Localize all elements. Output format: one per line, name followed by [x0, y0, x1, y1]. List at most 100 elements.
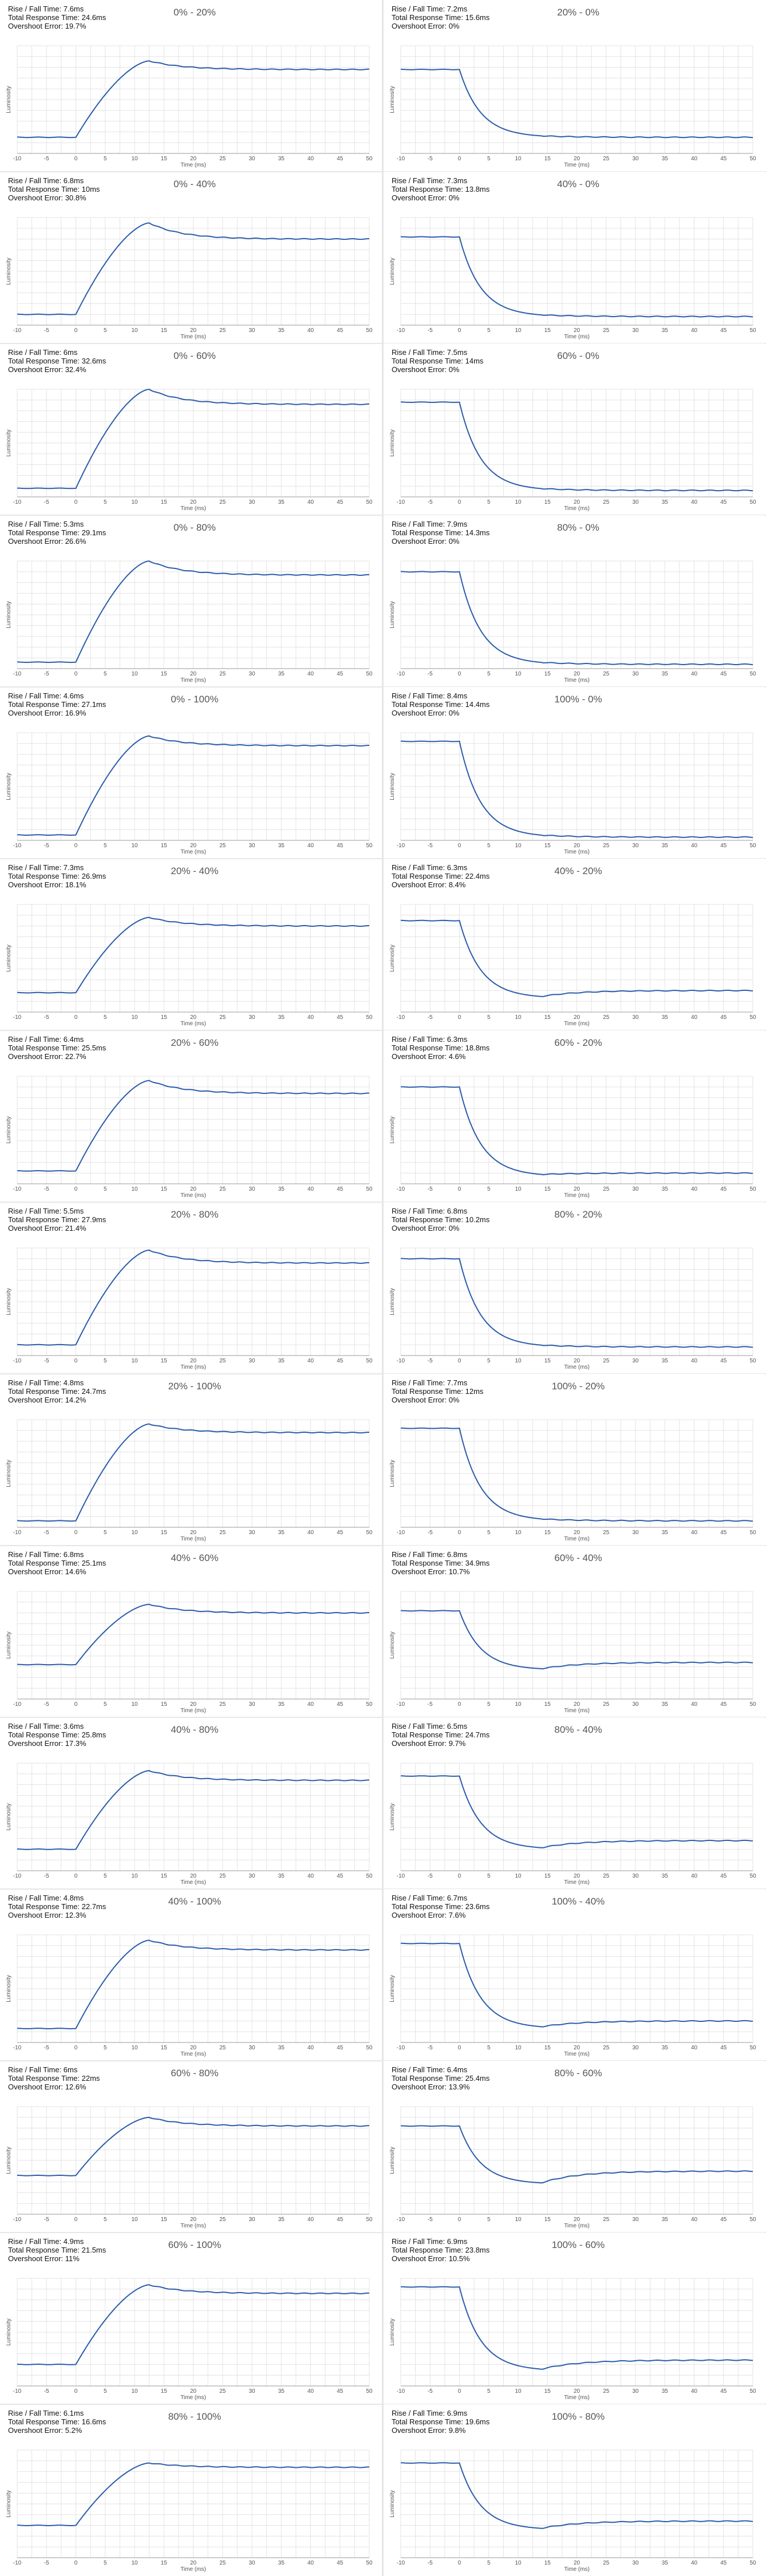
x-tick-label: 25 — [219, 2560, 226, 2566]
response-stats: Rise / Fall Time: 6.1ms Total Response Ti… — [8, 2409, 106, 2435]
line-chart: -10 -5 0 5 10 15 20 25 30 35 40 45 50 Time (ms) Lumino… — [6, 2106, 373, 2229]
x-tick-label: 50 — [366, 1358, 373, 1364]
response-stats: Rise / Fall Time: 3.6ms Total Response Ti… — [8, 1722, 106, 1748]
chart-title: 40% - 60% — [171, 1552, 219, 1563]
x-tick-label: 45 — [337, 327, 343, 334]
x-tick-label: 35 — [278, 843, 285, 849]
x-tick-label: 50 — [366, 1530, 373, 1536]
x-tick-label: 40 — [691, 1014, 698, 1021]
x-tick-label: 40 — [691, 843, 698, 849]
x-axis-label: Time (ms) — [564, 162, 590, 168]
overshoot-error: Overshoot Error: 0% — [392, 709, 460, 717]
chart-panel: -10 -5 0 5 10 15 20 25 30 35 40 45 50 Time (ms) Lumino… — [0, 1717, 381, 1889]
chart-title: 60% - 40% — [554, 1552, 602, 1563]
x-tick-label: 35 — [662, 1014, 669, 1021]
x-tick-label: -10 — [397, 843, 405, 849]
series-line — [400, 1942, 753, 2028]
y-axis-label: Luminosity — [6, 1803, 12, 1831]
rise-fall-time: Rise / Fall Time: 4.9ms — [8, 2237, 84, 2246]
total-response-time: Total Response Time: 24.7ms — [8, 1387, 106, 1396]
x-tick-label: 35 — [278, 2388, 285, 2395]
x-tick-label: 15 — [544, 2045, 551, 2051]
chart-panel: -10 -5 0 5 10 15 20 25 30 35 40 45 50 Time (ms) Lumino… — [384, 343, 765, 515]
series-line — [17, 1770, 369, 1850]
gridlines — [17, 732, 370, 841]
response-stats: Rise / Fall Time: 7.6ms Total Response Ti… — [8, 5, 106, 30]
x-tick-label: -10 — [13, 2560, 22, 2566]
chart-panel: -10 -5 0 5 10 15 20 25 30 35 40 45 50 Time (ms) Lumino… — [384, 1889, 765, 2061]
x-tick-label: 5 — [487, 1358, 491, 1364]
chart-panel: -10 -5 0 5 10 15 20 25 30 35 40 45 50 Time (ms) Lumino… — [384, 1546, 765, 1717]
x-tick-label: 50 — [749, 1530, 756, 1536]
x-axis-label: Time (ms) — [180, 2223, 206, 2229]
gridlines — [400, 1934, 753, 2043]
line-chart: -10 -5 0 5 10 15 20 25 30 35 40 45 50 Time (ms) Lumino… — [389, 1419, 756, 1542]
x-tick-label: 5 — [104, 1701, 107, 1708]
overshoot-error: Overshoot Error: 10.5% — [392, 2254, 470, 2263]
y-axis-label: Luminosity — [6, 1288, 12, 1315]
line-chart: -10 -5 0 5 10 15 20 25 30 35 40 45 50 Time (ms) Lumino… — [389, 45, 756, 168]
line-chart: -10 -5 0 5 10 15 20 25 30 35 40 45 50 Time (ms) Lumino… — [389, 1591, 756, 1714]
x-tick-label: 50 — [749, 327, 756, 334]
total-response-time: Total Response Time: 25.4ms — [392, 2074, 490, 2083]
x-tick-label: -10 — [397, 1358, 405, 1364]
x-tick-label: 0 — [74, 1701, 78, 1708]
chart-title: 100% - 40% — [551, 1896, 605, 1907]
chart-title: 100% - 60% — [551, 2239, 605, 2250]
x-tick-label: 35 — [662, 327, 669, 334]
x-tick-label: -10 — [13, 2045, 22, 2051]
x-tick-label: 40 — [691, 2388, 698, 2395]
x-tick-label: 0 — [74, 1186, 78, 1192]
line-chart: -10 -5 0 5 10 15 20 25 30 35 40 45 50 Time (ms) Lumino… — [389, 2449, 756, 2573]
x-tick-label: 20 — [190, 1873, 197, 1879]
line-chart: -10 -5 0 5 10 15 20 25 30 35 40 45 50 Time (ms) Lumino… — [389, 560, 756, 683]
x-tick-label: 0 — [458, 1530, 461, 1536]
chart-title: 20% - 100% — [168, 1381, 222, 1392]
x-tick-label: 40 — [691, 671, 698, 677]
x-tick-label: 25 — [219, 1014, 226, 1021]
chart-title: 100% - 0% — [554, 694, 602, 705]
line-chart: -10 -5 0 5 10 15 20 25 30 35 40 45 50 Time (ms) Lumino… — [6, 1591, 373, 1714]
x-tick-label: 35 — [278, 1014, 285, 1021]
x-tick-label: -5 — [428, 499, 433, 505]
x-tick-label: 30 — [632, 843, 639, 849]
x-tick-label: 0 — [74, 843, 78, 849]
x-tick-label: 0 — [74, 1358, 78, 1364]
x-tick-label: 0 — [74, 2045, 78, 2051]
x-tick-label: 0 — [458, 327, 461, 334]
y-axis-label: Luminosity — [6, 2318, 12, 2346]
line-chart: -10 -5 0 5 10 15 20 25 30 35 40 45 50 Time (ms) Lumino… — [6, 1419, 373, 1542]
x-tick-label: 50 — [366, 327, 373, 334]
gridlines — [17, 1934, 370, 2043]
x-tick-label: 5 — [104, 2560, 107, 2566]
chart-title: 0% - 20% — [173, 7, 216, 18]
response-stats: Rise / Fall Time: 6.5ms Total Response Ti… — [392, 1722, 489, 1748]
response-stats: Rise / Fall Time: 5.3ms Total Response Ti… — [8, 520, 106, 546]
x-tick-label: 40 — [691, 2045, 698, 2051]
gridlines — [17, 1763, 370, 1871]
x-tick-label: 40 — [691, 1873, 698, 1879]
x-tick-label: 15 — [544, 1186, 551, 1192]
chart-panel: -10 -5 0 5 10 15 20 25 30 35 40 45 50 Time (ms) Lumino… — [0, 2233, 381, 2404]
x-tick-label: 10 — [515, 1014, 522, 1021]
rise-fall-time: Rise / Fall Time: 6.3ms — [392, 863, 468, 872]
x-tick-label: 5 — [104, 843, 107, 849]
series-line — [400, 919, 753, 997]
gridlines — [17, 1247, 370, 1356]
x-tick-label: 50 — [366, 1186, 373, 1192]
x-axis-label: Time (ms) — [564, 2395, 590, 2401]
x-tick-label: 35 — [662, 1186, 669, 1192]
x-tick-label: 10 — [515, 2045, 522, 2051]
x-tick-label: 20 — [574, 1358, 581, 1364]
y-axis-label: Luminosity — [389, 1116, 396, 1144]
x-axis-label: Time (ms) — [564, 1021, 590, 1027]
x-tick-label: 15 — [544, 499, 551, 505]
x-tick-label: 50 — [749, 671, 756, 677]
x-tick-label: -5 — [428, 1186, 433, 1192]
x-axis-label: Time (ms) — [180, 1021, 206, 1027]
x-tick-label: 35 — [662, 843, 669, 849]
x-tick-label: 20 — [574, 1873, 581, 1879]
line-chart: -10 -5 0 5 10 15 20 25 30 35 40 45 50 Time (ms) Lumino… — [6, 1763, 373, 1886]
overshoot-error: Overshoot Error: 32.4% — [8, 365, 86, 374]
x-tick-label: 40 — [691, 1358, 698, 1364]
